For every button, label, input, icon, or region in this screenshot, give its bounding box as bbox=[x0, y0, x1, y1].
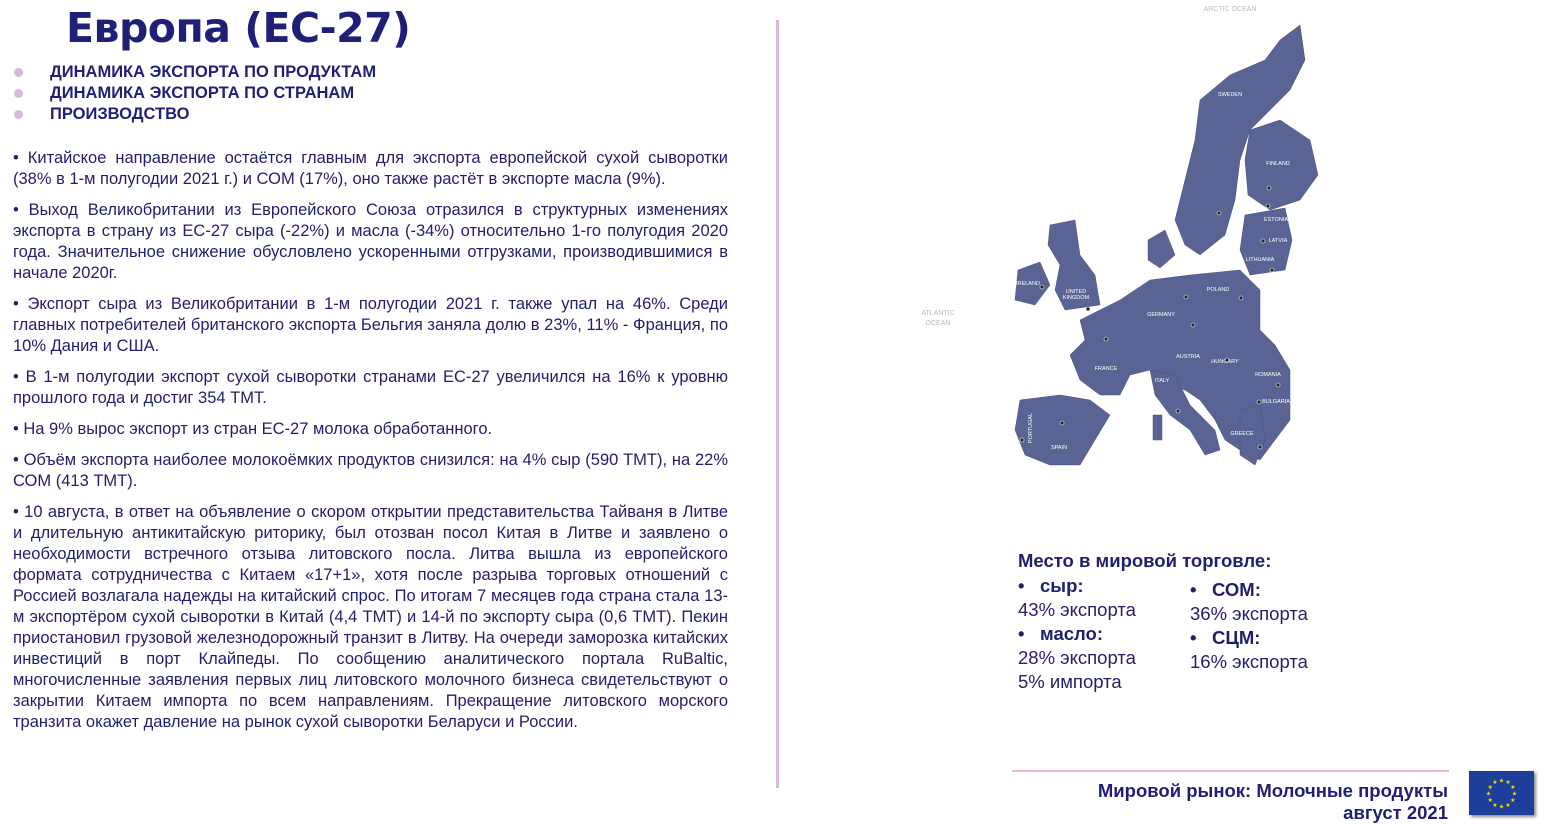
paragraph: • Экспорт сыра из Великобритании в 1-м п… bbox=[13, 295, 728, 355]
paragraph: • На 9% вырос экспорт из стран ЕС-27 мол… bbox=[13, 420, 493, 438]
map-label: LATVIA bbox=[1269, 238, 1288, 244]
nav-item-products[interactable]: ДИНАМИКА ЭКСПОРТА ПО ПРОДУКТАМ bbox=[14, 62, 376, 83]
paragraph: • В 1-м полугодии экспорт сухой сыворотк… bbox=[13, 368, 728, 407]
nav-label: ДИНАМИКА ЭКСПОРТА ПО СТРАНАМ bbox=[50, 84, 355, 102]
bullet-icon bbox=[14, 89, 23, 98]
star-icon: ★ bbox=[1488, 797, 1493, 804]
star-icon: ★ bbox=[1510, 797, 1515, 804]
map-ireland bbox=[1014, 261, 1051, 306]
map-label: PORTUGAL bbox=[1028, 413, 1034, 443]
map-scandinavia bbox=[1174, 24, 1306, 256]
footer-title: Мировой рынок: Молочные продукты bbox=[1097, 780, 1448, 801]
section-nav: ДИНАМИКА ЭКСПОРТА ПО ПРОДУКТАМ ДИНАМИКА … bbox=[14, 62, 376, 125]
nav-label: ПРОИЗВОДСТВО bbox=[50, 105, 190, 123]
nav-item-production[interactable]: ПРОИЗВОДСТВО bbox=[14, 104, 376, 125]
paragraph: • Объём экспорта наиболее молокоёмких пр… bbox=[13, 451, 728, 490]
map-label: ROMANIA bbox=[1255, 372, 1281, 378]
star-icon: ★ bbox=[1510, 784, 1515, 791]
map-label: IRELAND bbox=[1016, 281, 1040, 287]
map-uk bbox=[1047, 219, 1101, 311]
map-label: FINLAND bbox=[1266, 161, 1290, 167]
page-title: Европа (ЕС-27) bbox=[66, 4, 411, 52]
footer-date: август 2021 bbox=[1343, 802, 1448, 823]
bullet-icon bbox=[14, 68, 23, 77]
map-label: ATLANTIC bbox=[921, 310, 954, 317]
trade-value: 16% экспорта bbox=[1190, 651, 1308, 672]
trade-value: 28% экспорта bbox=[1018, 647, 1136, 668]
map-mainland bbox=[1069, 269, 1291, 461]
map-sardinia bbox=[1152, 414, 1163, 441]
product-smp: СОМ: bbox=[1190, 578, 1362, 602]
map-label: ITALY bbox=[1155, 378, 1170, 384]
trade-value: 36% экспорта bbox=[1190, 603, 1308, 624]
nav-item-countries[interactable]: ДИНАМИКА ЭКСПОРТА ПО СТРАНАМ bbox=[14, 83, 376, 104]
star-icon: ★ bbox=[1488, 784, 1493, 791]
paragraph: • Китайское направление остаётся главным… bbox=[13, 149, 728, 188]
product-wmp: СЦМ: bbox=[1190, 626, 1362, 650]
map-italy bbox=[1149, 369, 1221, 456]
star-icon: ★ bbox=[1499, 804, 1504, 811]
footer-divider bbox=[1012, 770, 1449, 772]
product-cheese: сыр: bbox=[1018, 574, 1190, 598]
star-icon: ★ bbox=[1492, 802, 1497, 809]
europe-map: SWEDEN FINLAND ESTONIA LATVIA LITHUANIA … bbox=[921, 6, 1319, 466]
bullet-icon bbox=[14, 110, 23, 119]
footer: Мировой рынок: Молочные продукты август … bbox=[1098, 780, 1448, 824]
star-icon: ★ bbox=[1492, 779, 1497, 786]
star-icon: ★ bbox=[1505, 802, 1510, 809]
map-label: UNITED bbox=[1066, 289, 1087, 295]
paragraph: • 10 августа, в ответ на объявление о ск… bbox=[13, 503, 728, 731]
map-label: BULGARIA bbox=[1262, 399, 1290, 405]
map-label: SWEDEN bbox=[1218, 92, 1242, 98]
star-icon: ★ bbox=[1512, 791, 1517, 798]
map-label: GREECE bbox=[1230, 431, 1254, 437]
map-label: ESTONIA bbox=[1264, 217, 1288, 223]
map-baltics bbox=[1239, 207, 1293, 276]
star-icon: ★ bbox=[1486, 791, 1491, 798]
map-label: POLAND bbox=[1207, 287, 1230, 293]
map-greece bbox=[1239, 404, 1266, 466]
trade-title: Место в мировой торговле: bbox=[1018, 550, 1272, 571]
map-label: KINGDOM bbox=[1063, 295, 1090, 301]
paragraph: • Выход Великобритании из Европейского С… bbox=[13, 201, 728, 282]
product-butter: масло: bbox=[1018, 622, 1190, 646]
eu-flag-icon: ★ ★ ★ ★ ★ ★ ★ ★ ★ ★ ★ ★ bbox=[1469, 771, 1534, 815]
map-label: AUSTRIA bbox=[1176, 354, 1200, 360]
trade-value: 43% экспорта bbox=[1018, 599, 1136, 620]
vertical-divider bbox=[776, 20, 779, 788]
map-iberia bbox=[1014, 394, 1111, 466]
map-denmark bbox=[1147, 229, 1176, 269]
body-text: • Китайское направление остаётся главным… bbox=[13, 148, 728, 743]
star-icon: ★ bbox=[1499, 778, 1504, 785]
world-trade-panel: Место в мировой торговле: сыр: 43% экспо… bbox=[1018, 550, 1362, 694]
star-icon: ★ bbox=[1505, 779, 1510, 786]
map-label: ARCTIC OCEAN bbox=[1204, 6, 1257, 13]
map-label: FRANCE bbox=[1095, 366, 1118, 372]
map-label: HUNGARY bbox=[1211, 359, 1239, 365]
map-label: OCEAN bbox=[926, 320, 951, 327]
map-finland bbox=[1244, 119, 1319, 211]
map-label: LITHUANIA bbox=[1246, 257, 1275, 263]
map-label: SPAIN bbox=[1051, 445, 1067, 451]
map-label: GERMANY bbox=[1147, 312, 1175, 318]
nav-label: ДИНАМИКА ЭКСПОРТА ПО ПРОДУКТАМ bbox=[50, 63, 377, 81]
trade-value: 5% импорта bbox=[1018, 671, 1122, 692]
